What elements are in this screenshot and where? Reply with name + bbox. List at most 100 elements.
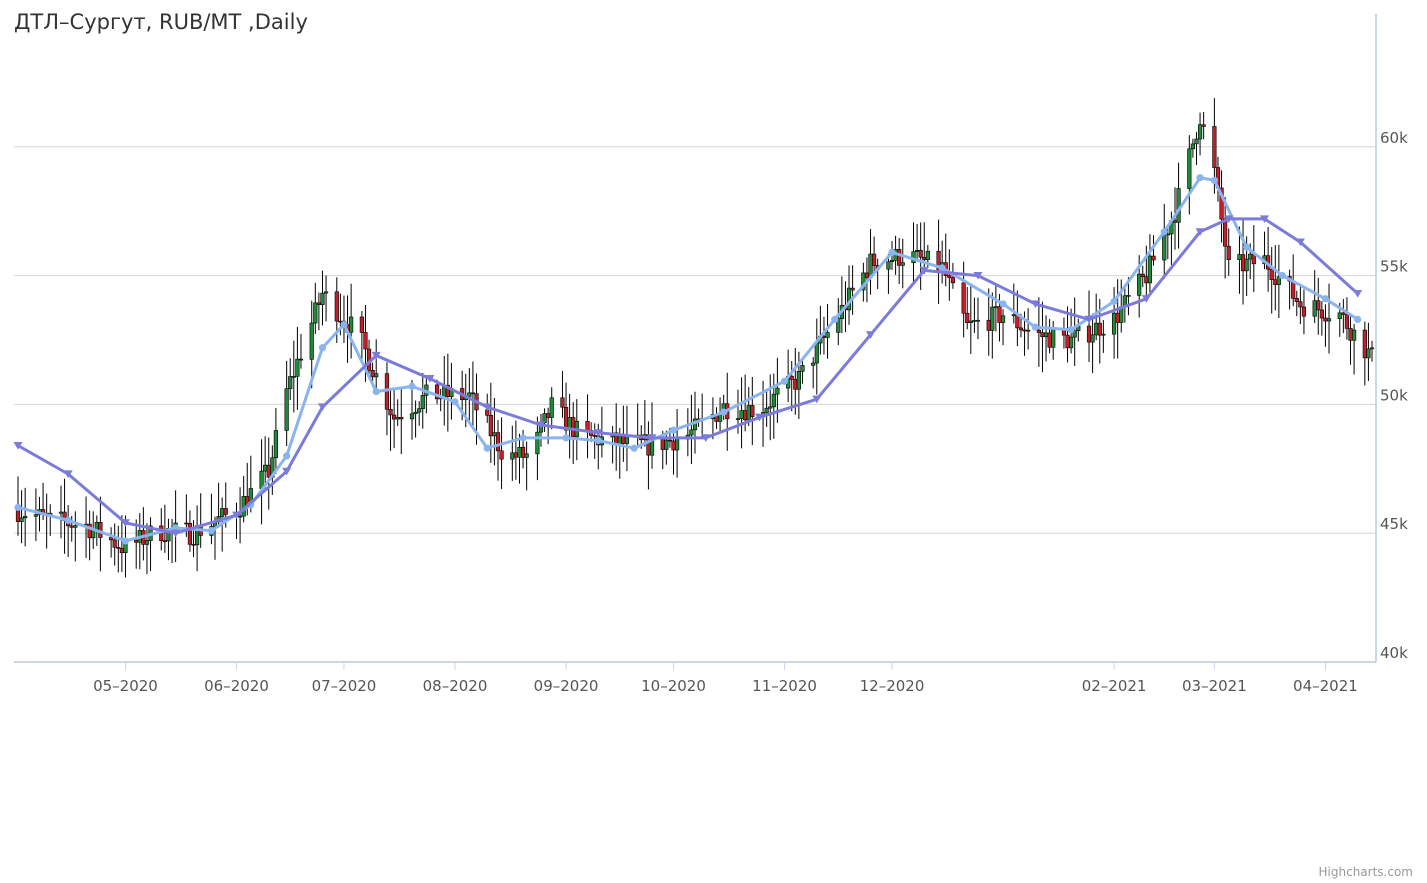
moving-average-short-point: [1354, 315, 1362, 323]
candle-body: [370, 370, 375, 378]
candle: [900, 238, 905, 289]
credits-link[interactable]: Highcharts.com: [1318, 865, 1413, 879]
candle: [33, 488, 39, 542]
candle: [62, 478, 67, 554]
candle-body: [1351, 329, 1357, 341]
candle: [374, 339, 379, 388]
candle: [814, 318, 819, 395]
candle-body: [764, 407, 769, 413]
moving-average-long-point: [371, 351, 381, 360]
candle-body: [15, 509, 21, 522]
moving-average-short-point: [1278, 272, 1287, 280]
candle: [198, 493, 203, 548]
candle: [986, 288, 991, 356]
candle: [195, 505, 200, 572]
candle: [284, 360, 289, 446]
candle: [395, 399, 400, 427]
candle: [510, 425, 515, 481]
candle: [936, 219, 941, 304]
candle: [1351, 323, 1357, 375]
y-tick-label: 60k: [1380, 129, 1408, 147]
candle-body: [109, 537, 114, 541]
candle-body: [585, 420, 590, 431]
candle-body: [1147, 255, 1153, 284]
candle-body: [667, 439, 673, 442]
moving-average-long-point: [282, 467, 292, 476]
candle-body: [1176, 188, 1181, 223]
candle-body: [363, 332, 368, 350]
candle-body: [288, 376, 293, 390]
candle: [499, 417, 504, 490]
candle: [1061, 317, 1067, 349]
candle: [947, 249, 952, 301]
candle-body: [434, 384, 440, 400]
candle-body: [492, 432, 497, 437]
candle: [445, 353, 450, 432]
candle-body: [789, 375, 794, 380]
candle-body: [187, 522, 193, 545]
candle-body: [259, 470, 264, 489]
candle: [1076, 318, 1081, 342]
x-tick-label: 09–2020: [534, 677, 599, 695]
candle-body: [1237, 254, 1242, 260]
candle: [162, 504, 167, 553]
candle-body: [1051, 329, 1056, 348]
candle: [191, 520, 196, 558]
candle-body: [1194, 138, 1199, 145]
candle: [1326, 283, 1332, 354]
moving-average-long-point: [754, 413, 764, 422]
candle: [1294, 290, 1299, 317]
candle: [674, 409, 680, 478]
candle-body: [986, 319, 991, 331]
candle-body: [1115, 312, 1120, 323]
candle: [1101, 320, 1106, 353]
candle-body: [1248, 253, 1253, 260]
candle: [624, 405, 630, 472]
candle-body: [1018, 327, 1024, 331]
candle-body: [671, 440, 676, 451]
candle: [313, 282, 318, 334]
candle: [911, 222, 916, 284]
candle: [538, 413, 544, 447]
candle: [1026, 308, 1031, 350]
candle: [836, 298, 841, 346]
candle: [1269, 247, 1274, 314]
candle-body: [1226, 245, 1231, 260]
moving-average-long-point: [1295, 238, 1305, 247]
candle-body: [1022, 329, 1027, 332]
x-tick-label: 02–2021: [1082, 677, 1147, 695]
candle-body: [374, 373, 379, 378]
candle-body: [298, 358, 304, 361]
candle-body: [961, 282, 966, 314]
candle-body: [1269, 268, 1274, 281]
candle-body: [592, 435, 597, 437]
moving-average-short-point: [451, 398, 459, 406]
candle: [789, 360, 794, 412]
candle: [914, 224, 920, 261]
candle-body: [1319, 309, 1324, 319]
candle: [1201, 111, 1206, 140]
candle: [764, 388, 769, 427]
moving-average-long-point: [919, 266, 929, 275]
candle-body: [549, 397, 554, 418]
moving-average-long-point: [482, 403, 492, 412]
candle: [44, 493, 49, 549]
moving-average-short-point: [720, 408, 728, 416]
moving-average-short-point: [519, 434, 527, 442]
y-tick-label: 50k: [1380, 386, 1408, 404]
candle-body: [950, 277, 956, 284]
candle-body: [1069, 336, 1074, 349]
moving-average-short-point: [938, 264, 946, 272]
candle: [1312, 270, 1317, 323]
candle-body: [900, 262, 905, 266]
candle-body: [1026, 329, 1031, 332]
candle-body: [918, 250, 923, 258]
candle-body: [1000, 315, 1006, 323]
candle-body: [889, 260, 895, 263]
candle-body: [323, 291, 329, 294]
candle: [291, 340, 296, 413]
moving-average-short-point: [1031, 323, 1039, 331]
candle-body: [997, 306, 1002, 323]
moving-average-long-point: [1260, 215, 1270, 223]
